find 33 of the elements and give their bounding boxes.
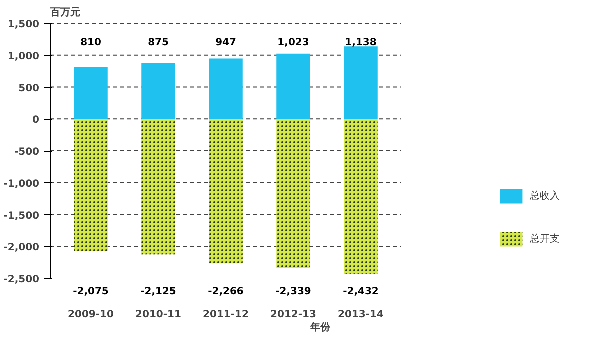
bar xyxy=(142,63,176,120)
legend-label: 总开支 xyxy=(530,232,560,246)
data-label: -2,266 xyxy=(208,286,244,298)
data-label: 1,023 xyxy=(278,38,310,48)
y-tick-label: -2,000 xyxy=(4,242,40,254)
bar xyxy=(74,67,108,120)
y-tick-label: 1,000 xyxy=(8,51,40,62)
y-tick-label: 0 xyxy=(32,115,40,126)
legend-label: 总收入 xyxy=(530,190,560,203)
x-tick-label: 2009-10 xyxy=(68,310,114,320)
y-tick-label: 500 xyxy=(18,83,40,94)
x-tick-label: 2012-13 xyxy=(270,310,316,320)
y-tick-label: -1,000 xyxy=(4,178,40,190)
data-label: -2,075 xyxy=(73,286,109,298)
data-label: 875 xyxy=(148,38,169,48)
data-label: -2,125 xyxy=(140,286,176,298)
y-axis-title: 百万元 xyxy=(50,6,80,18)
bar xyxy=(276,54,310,120)
data-label: 947 xyxy=(216,38,236,48)
x-tick-label: 2011-12 xyxy=(203,310,249,320)
y-tick-label: -2,500 xyxy=(4,274,40,286)
y-tick-label: 1,500 xyxy=(8,20,40,30)
y-tick-label: -1,500 xyxy=(4,210,40,222)
data-label: -2,432 xyxy=(343,286,379,298)
x-tick-label: 2013-14 xyxy=(338,310,384,320)
bar xyxy=(344,46,378,120)
data-label: -2,339 xyxy=(276,286,312,298)
x-axis-title: 年份 xyxy=(310,322,332,334)
data-label: 810 xyxy=(80,38,102,48)
data-label: 1,138 xyxy=(345,38,377,48)
x-tick-label: 2010-11 xyxy=(136,310,182,320)
bar xyxy=(209,58,243,120)
y-tick-label: -500 xyxy=(14,147,40,158)
